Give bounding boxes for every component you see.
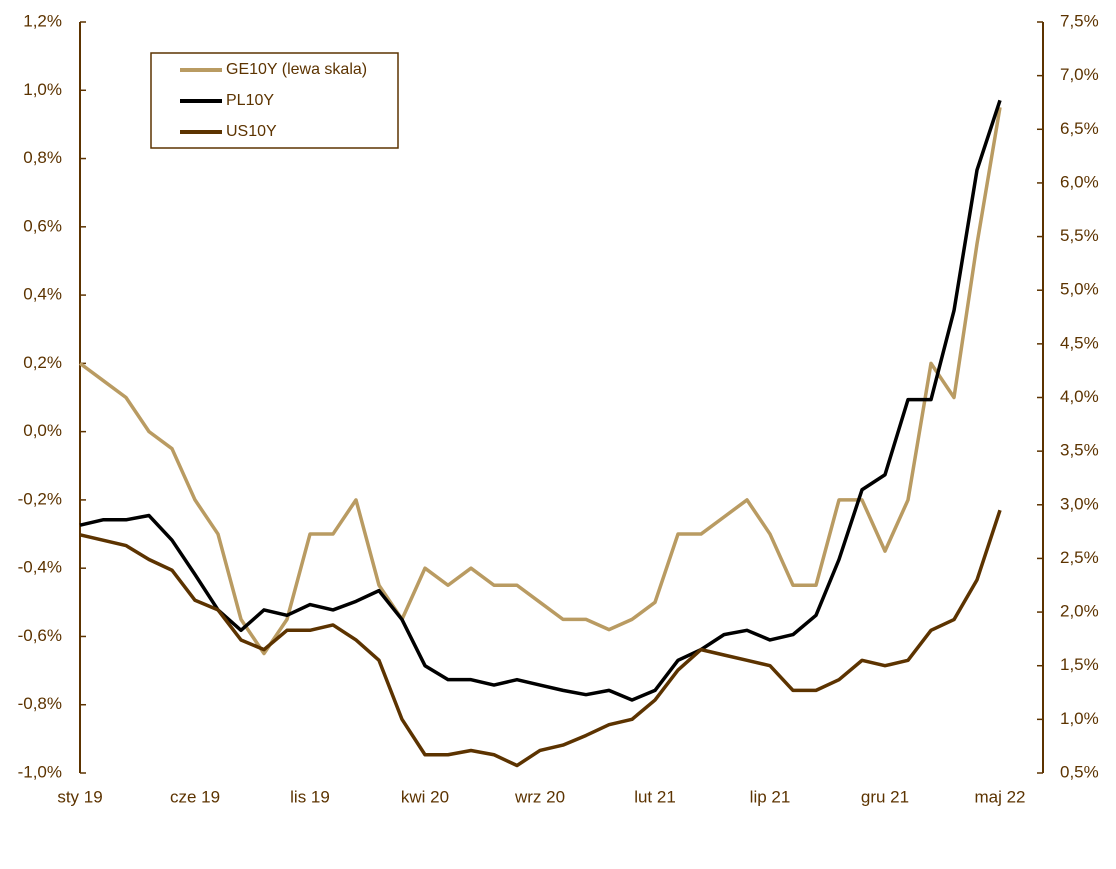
- legend-label: US10Y: [226, 123, 277, 140]
- y2-tick-label: 1,5%: [1060, 655, 1099, 674]
- y2-tick-label: 7,0%: [1060, 65, 1099, 84]
- y-tick-label: -0,8%: [18, 694, 62, 713]
- series-line: [79, 509, 1002, 768]
- y2-tick-label: 5,5%: [1060, 226, 1099, 245]
- series-line: [78, 107, 1002, 656]
- y-tick-label: 1,0%: [23, 80, 62, 99]
- y2-tick-label: 7,5%: [1060, 11, 1099, 30]
- y2-tick-label: 0,5%: [1060, 762, 1099, 781]
- x-tick-label: lut 21: [634, 787, 676, 806]
- legend-label: PL10Y: [226, 92, 274, 109]
- y2-tick-label: 3,5%: [1060, 441, 1099, 460]
- y2-tick-label: 6,0%: [1060, 172, 1099, 191]
- y-tick-label: 0,6%: [23, 216, 62, 235]
- y-tick-label: -0,4%: [18, 558, 62, 577]
- y2-tick-label: 5,0%: [1060, 280, 1099, 299]
- x-tick-label: gru 21: [861, 787, 909, 806]
- y2-tick-label: 2,5%: [1060, 548, 1099, 567]
- x-tick-label: sty 19: [57, 787, 102, 806]
- x-tick-label: wrz 20: [514, 787, 565, 806]
- x-tick-label: cze 19: [170, 787, 220, 806]
- series-line: [79, 99, 1002, 702]
- x-tick-label: kwi 20: [401, 787, 449, 806]
- y-tick-label: -0,6%: [18, 626, 62, 645]
- legend-label: GE10Y (lewa skala): [226, 61, 367, 78]
- y2-tick-label: 1,0%: [1060, 709, 1099, 728]
- y-tick-label: -0,2%: [18, 489, 62, 508]
- y2-tick-label: 4,0%: [1060, 387, 1099, 406]
- y2-tick-label: 2,0%: [1060, 602, 1099, 621]
- y-tick-label: 0,4%: [23, 285, 62, 304]
- y2-tick-label: 6,5%: [1060, 119, 1099, 138]
- y-tick-label: 1,2%: [23, 11, 62, 30]
- y-tick-label: 0,8%: [23, 148, 62, 167]
- y-tick-label: -1,0%: [18, 762, 62, 781]
- y2-tick-label: 4,5%: [1060, 333, 1099, 352]
- x-tick-label: lip 21: [750, 787, 791, 806]
- y-tick-label: 0,0%: [23, 421, 62, 440]
- x-tick-label: maj 22: [974, 787, 1025, 806]
- x-tick-label: lis 19: [290, 787, 330, 806]
- y-tick-label: 0,2%: [23, 353, 62, 372]
- y2-tick-label: 3,0%: [1060, 494, 1099, 513]
